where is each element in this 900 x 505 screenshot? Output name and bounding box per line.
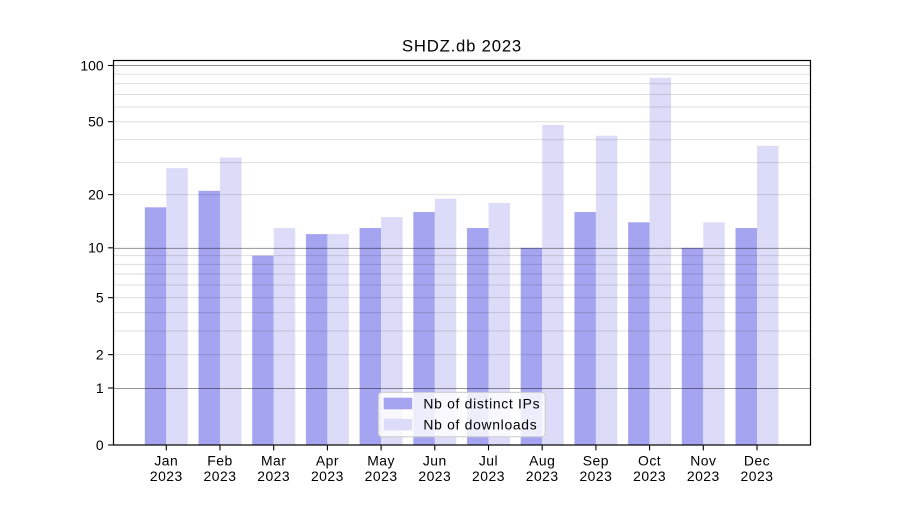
svg-text:Oct: Oct xyxy=(638,452,661,468)
svg-text:50: 50 xyxy=(88,114,104,130)
svg-text:5: 5 xyxy=(96,290,104,306)
svg-text:Dec: Dec xyxy=(744,452,770,468)
svg-text:Feb: Feb xyxy=(207,452,232,468)
svg-text:2: 2 xyxy=(96,347,104,363)
svg-text:SHDZ.db 2023: SHDZ.db 2023 xyxy=(402,37,522,56)
svg-text:2023: 2023 xyxy=(687,468,720,484)
svg-text:May: May xyxy=(367,452,395,468)
svg-text:20: 20 xyxy=(88,187,104,203)
svg-text:2023: 2023 xyxy=(204,468,237,484)
svg-text:0: 0 xyxy=(96,437,104,453)
svg-text:2023: 2023 xyxy=(311,468,344,484)
svg-text:Nb of distinct IPs: Nb of distinct IPs xyxy=(423,396,540,412)
svg-text:2023: 2023 xyxy=(633,468,666,484)
svg-text:2023: 2023 xyxy=(741,468,774,484)
svg-text:Aug: Aug xyxy=(529,452,555,468)
svg-text:2023: 2023 xyxy=(365,468,398,484)
svg-text:Nb of downloads: Nb of downloads xyxy=(423,416,537,432)
svg-text:Jul: Jul xyxy=(479,452,498,468)
svg-text:2023: 2023 xyxy=(526,468,559,484)
svg-text:Mar: Mar xyxy=(261,452,286,468)
svg-text:Jan: Jan xyxy=(154,452,178,468)
svg-text:2023: 2023 xyxy=(579,468,612,484)
svg-text:Nov: Nov xyxy=(690,452,716,468)
svg-text:2023: 2023 xyxy=(472,468,505,484)
svg-text:2023: 2023 xyxy=(150,468,183,484)
svg-text:Jun: Jun xyxy=(423,452,447,468)
svg-text:2023: 2023 xyxy=(257,468,290,484)
svg-text:Apr: Apr xyxy=(316,452,339,468)
svg-text:1: 1 xyxy=(96,380,104,396)
svg-text:2023: 2023 xyxy=(418,468,451,484)
svg-text:100: 100 xyxy=(80,57,103,73)
svg-text:Sep: Sep xyxy=(583,452,609,468)
svg-text:10: 10 xyxy=(88,240,104,256)
